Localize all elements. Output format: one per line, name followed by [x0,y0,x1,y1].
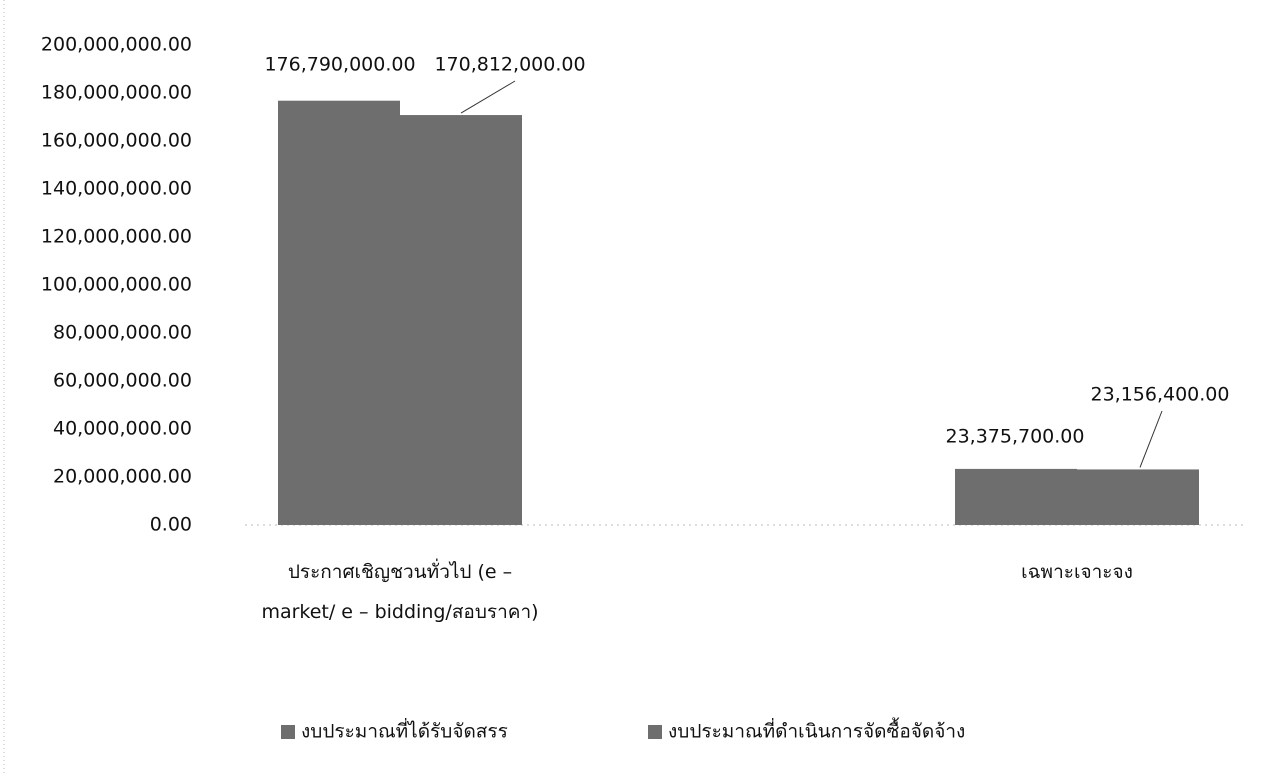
value-label: 23,156,400.00 [1090,384,1229,406]
y-tick-label: 20,000,000.00 [53,466,192,488]
legend-swatch [281,725,295,739]
y-tick-label: 40,000,000.00 [53,418,192,440]
legend-label: งบประมาณที่ได้รับจัดสรร [301,718,508,743]
bar [278,100,400,525]
value-label: 170,812,000.00 [434,54,585,76]
y-tick-label: 100,000,000.00 [41,274,192,296]
value-label: 23,375,700.00 [945,426,1084,448]
y-tick-label: 160,000,000.00 [41,130,192,152]
y-tick-label: 120,000,000.00 [41,226,192,248]
value-label: 176,790,000.00 [264,54,415,76]
x-tick-label: ประกาศเชิญชวนทั่วไป (e – market/ e – bid… [261,561,539,623]
y-tick-label: 80,000,000.00 [53,322,192,344]
leader-line [460,80,516,114]
bar [1077,469,1199,525]
bar [400,115,522,525]
bar [955,468,1077,525]
y-tick-label: 200,000,000.00 [41,34,192,56]
y-tick-label: 180,000,000.00 [41,82,192,104]
legend-label: งบประมาณที่ดำเนินการจัดซื้อจัดจ้าง [668,718,965,743]
leader-line [1139,410,1163,468]
x-tick-label: เฉพาะเจาะจง [1021,561,1133,583]
y-tick-label: 60,000,000.00 [53,370,192,392]
y-tick-label: 0.00 [150,514,192,536]
y-tick-label: 140,000,000.00 [41,178,192,200]
legend-swatch [648,725,662,739]
